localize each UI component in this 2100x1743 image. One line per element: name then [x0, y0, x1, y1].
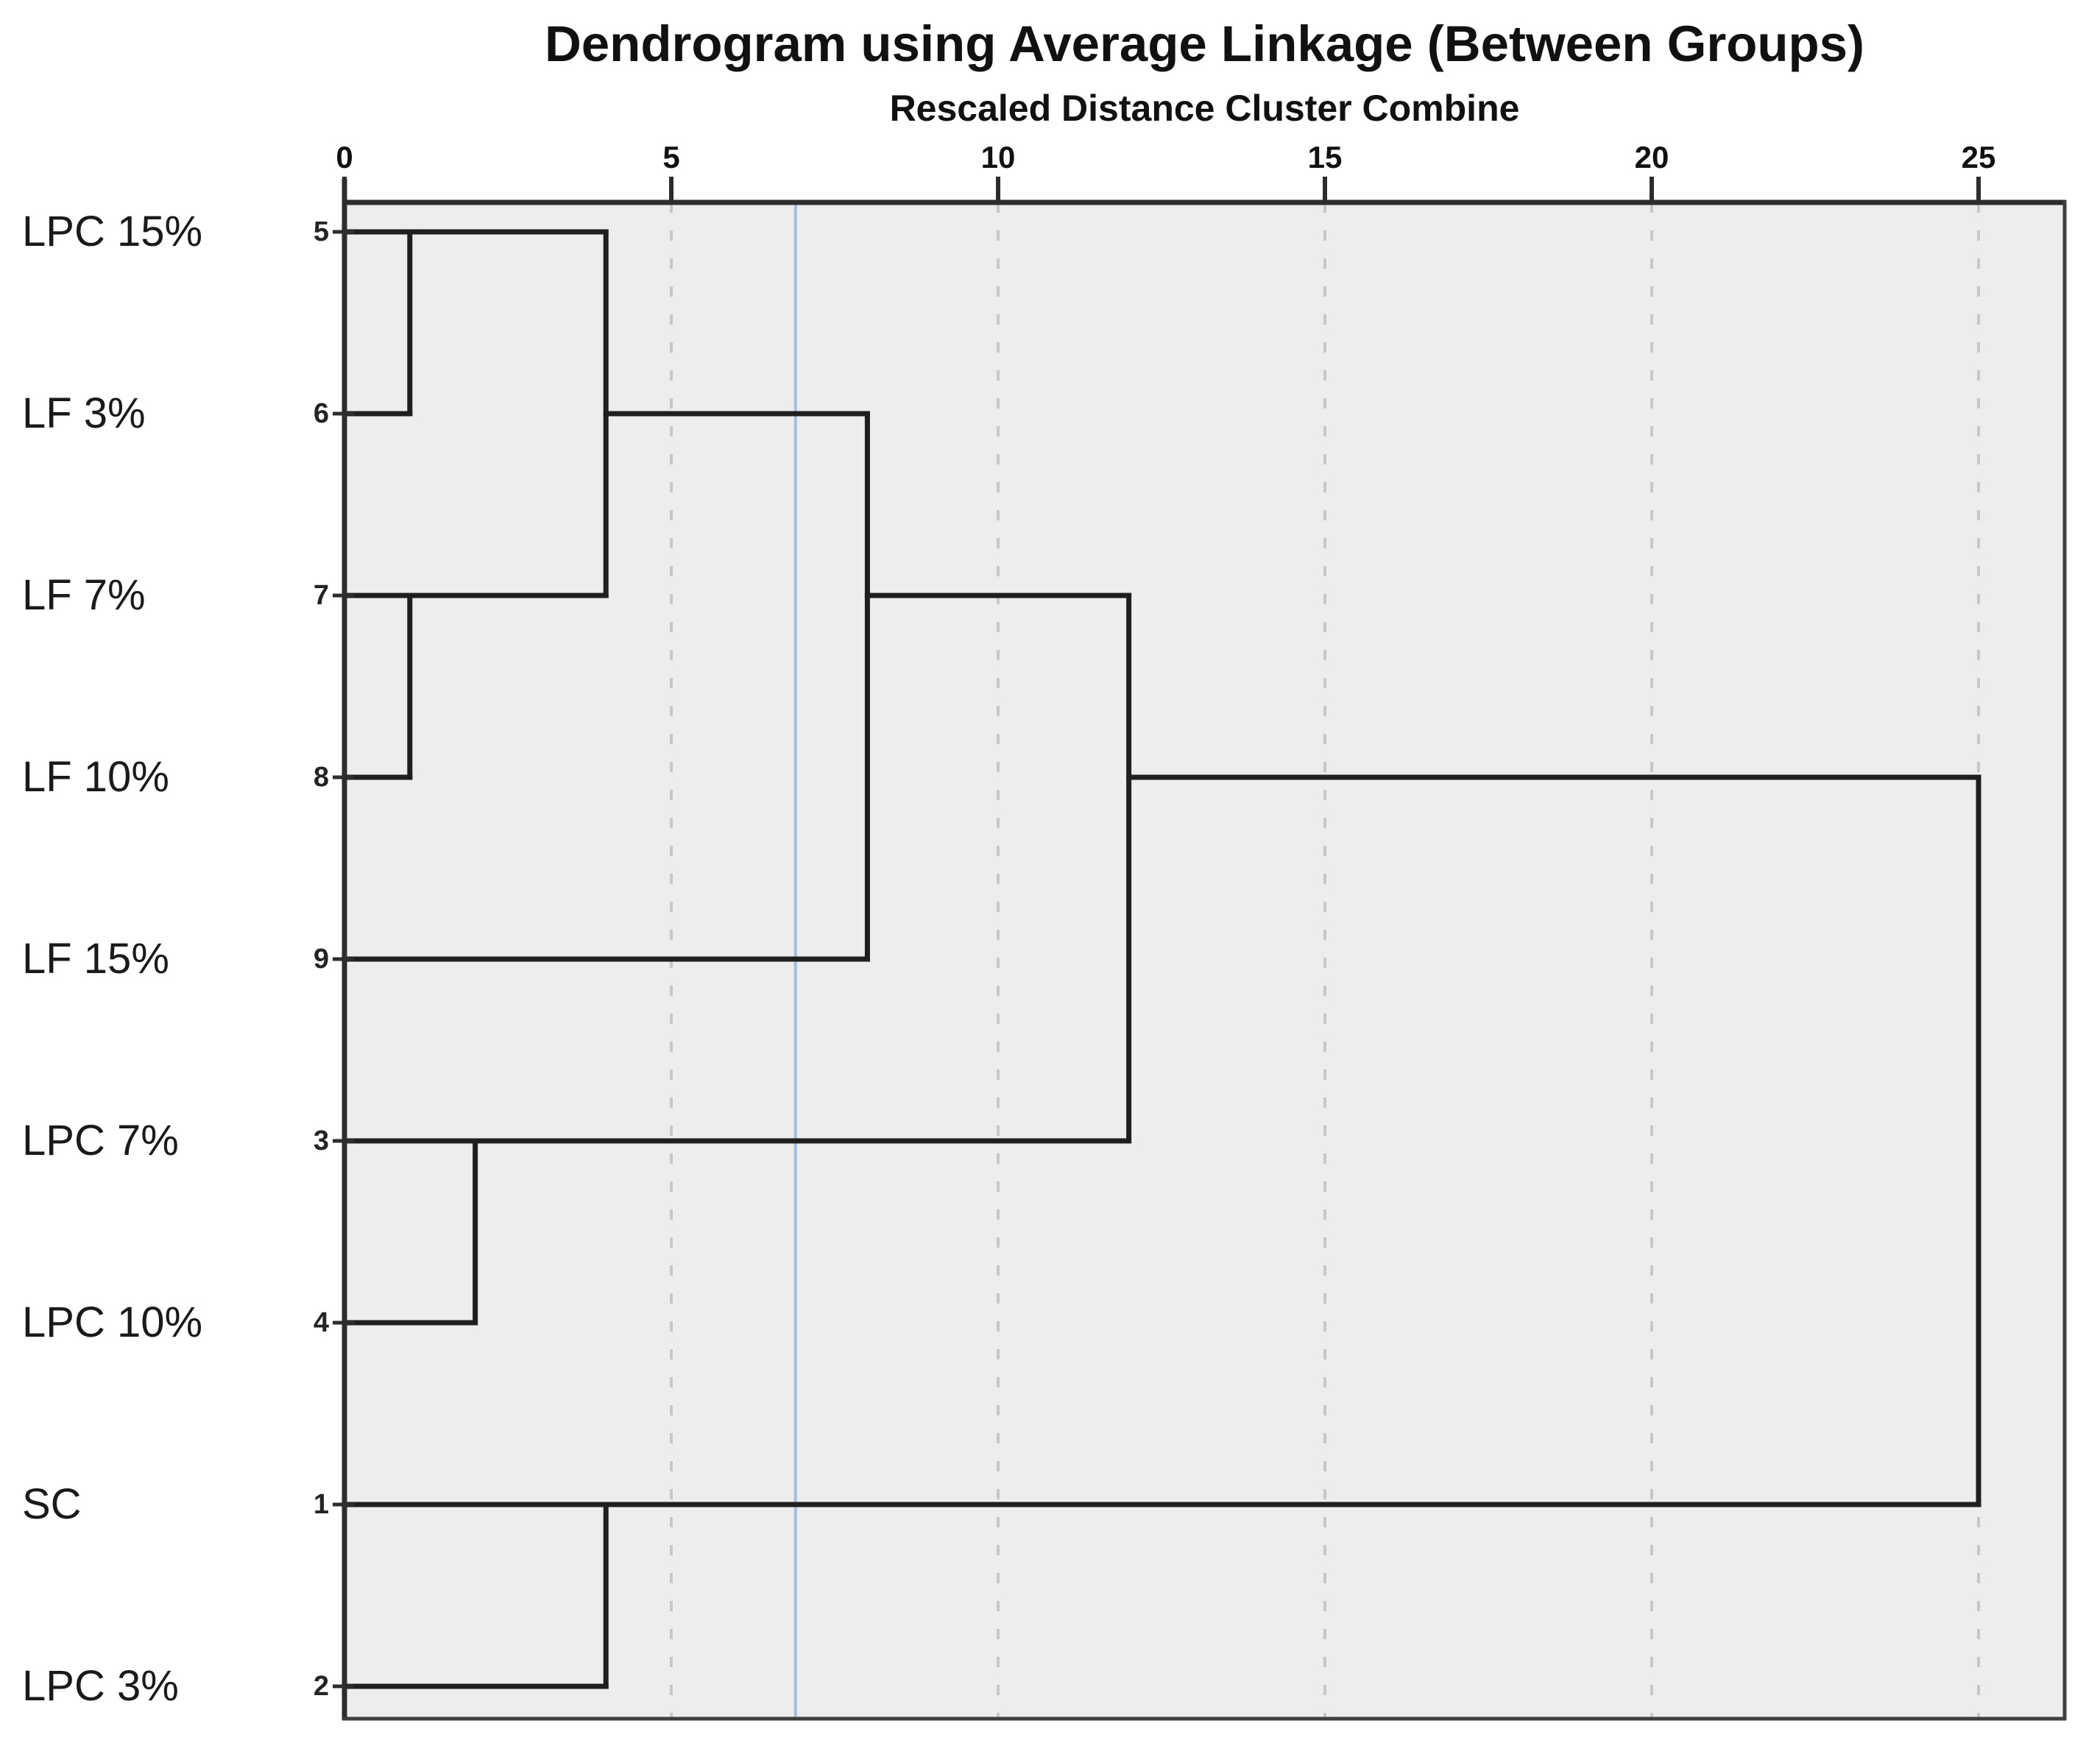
dendrogram-branches [342, 229, 1981, 1689]
case-number-label: 1 [313, 1489, 329, 1520]
leaf-label: LF 3% [22, 389, 146, 437]
row-ticks [333, 230, 354, 1689]
x-axis-ticks [342, 177, 1981, 204]
x-tick-label: 15 [1308, 140, 1343, 174]
chart-subtitle: Rescaled Distance Cluster Combine [889, 88, 1520, 129]
x-tick-label: 20 [1635, 140, 1669, 174]
leaf-label: LF 15% [22, 935, 169, 983]
leaf-label: LPC 10% [22, 1298, 203, 1346]
x-tick-label: 5 [662, 140, 679, 174]
case-number-label: 5 [313, 216, 329, 247]
case-number-label: 9 [313, 944, 329, 975]
x-tick-label: 10 [981, 140, 1016, 174]
x-tick-label: 25 [1962, 140, 1996, 174]
case-number-label: 3 [313, 1125, 329, 1156]
leaf-label: LPC 3% [22, 1662, 179, 1710]
x-axis-tick-labels: 0 5 10 15 20 25 [336, 140, 1995, 174]
case-number-label: 2 [313, 1671, 329, 1702]
leaf-label: LPC 15% [22, 208, 203, 255]
x-tick-label: 0 [336, 140, 353, 174]
case-number-label: 6 [313, 398, 329, 429]
case-number-label: 7 [313, 580, 329, 611]
case-number-label: 4 [313, 1307, 329, 1338]
case-number-label: 8 [313, 762, 329, 793]
leaf-label: LF 7% [22, 571, 146, 619]
leaf-label: SC [22, 1480, 82, 1528]
leaf-label: LPC 7% [22, 1117, 179, 1164]
chart-title: Dendrogram using Average Linkage (Betwee… [544, 15, 1865, 72]
leaf-label: LF 10% [22, 753, 169, 801]
